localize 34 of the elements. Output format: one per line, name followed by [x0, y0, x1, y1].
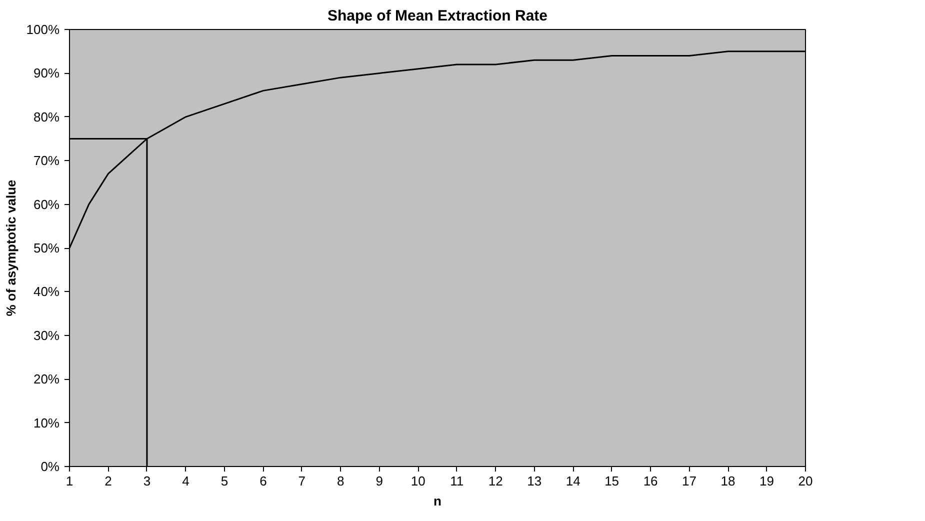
x-tick-label: 4	[182, 474, 190, 488]
x-tick-label: 18	[720, 474, 736, 488]
x-tick-label: 1	[66, 474, 74, 488]
x-tick-label: 14	[566, 474, 580, 488]
y-tick-label: 90%	[33, 66, 60, 81]
x-tick-label: 17	[682, 474, 697, 488]
x-tick-label: 8	[337, 474, 344, 488]
x-tick-label: 16	[643, 474, 658, 488]
y-tick-label: 100%	[26, 22, 60, 37]
y-tick-label: 20%	[33, 372, 60, 387]
y-tick-label: 50%	[33, 240, 60, 256]
x-tick-label: 5	[220, 474, 228, 488]
x-tick-label: 12	[488, 474, 503, 488]
x-tick-label: 2	[104, 474, 112, 488]
x-axis-title: n	[434, 494, 442, 508]
y-tick-label: 0%	[40, 459, 60, 474]
x-tick-label: 20	[798, 474, 813, 488]
y-tick-label: 70%	[33, 153, 60, 168]
x-tick-label: 3	[143, 474, 151, 488]
x-tick-label: 19	[760, 474, 774, 488]
y-tick-label: 30%	[33, 328, 60, 343]
x-tick-label: 15	[604, 474, 620, 488]
x-tick-label: 6	[260, 474, 267, 488]
x-tick-label: 7	[298, 474, 306, 488]
y-axis-title: % of asymptotic value	[3, 180, 18, 316]
y-tick-label: 60%	[33, 196, 60, 212]
y-tick-label: 40%	[33, 284, 60, 300]
x-tick-label: 11	[450, 474, 464, 488]
x-tick-label: 13	[527, 474, 542, 488]
y-tick-label: 10%	[33, 415, 60, 430]
chart-title: Shape of Mean Extraction Rate	[327, 8, 548, 24]
x-tick-label: 10	[410, 474, 426, 488]
y-tick-label: 80%	[33, 109, 60, 124]
x-tick-label: 9	[376, 474, 384, 488]
